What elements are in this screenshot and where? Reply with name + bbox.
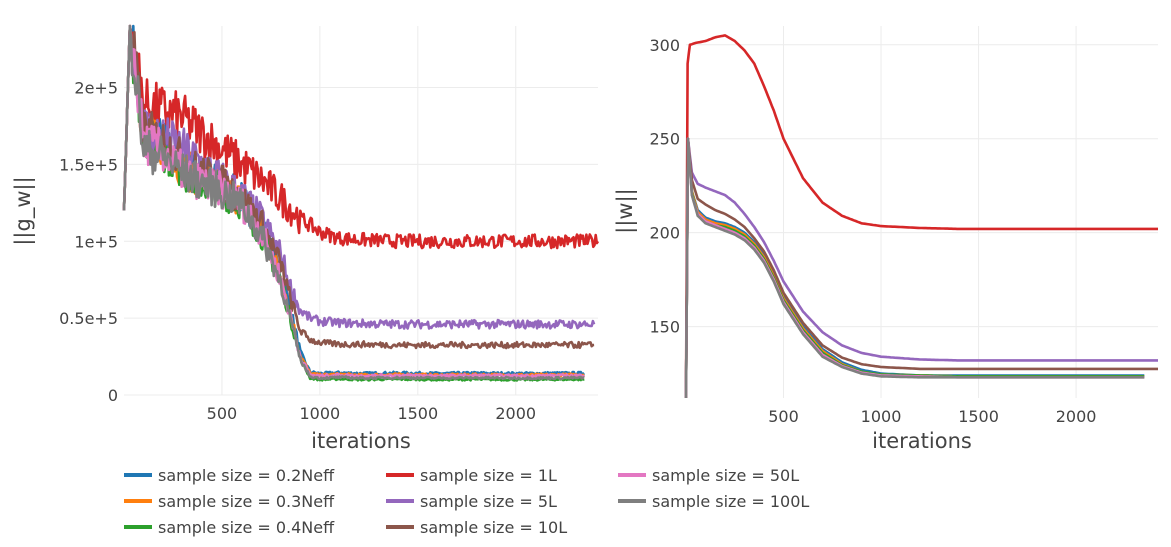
legend-item: sample size = 10L — [386, 518, 567, 537]
y-tick-label: 0.5e+5 — [59, 309, 118, 328]
series-line — [684, 137, 1145, 399]
legend-item: sample size = 5L — [386, 492, 557, 511]
series-line — [122, 24, 585, 381]
legend: sample size = 0.2Neff sample size = 1L sam… — [124, 466, 809, 537]
legend-label: sample size = 100L — [652, 492, 809, 511]
y-tick-label: 1.5e+5 — [59, 155, 118, 174]
series-line — [122, 24, 595, 350]
x-tick-label: 500 — [207, 404, 238, 423]
x-tick-label: 2000 — [495, 404, 536, 423]
left-plot-gradient-norm: 500 1000 1500 2000 0 0.5e+5 1e+5 1.5e+5 2e+5 iter… — [11, 24, 600, 453]
legend-item: sample size = 100L — [618, 492, 809, 511]
y-tick-label: 150 — [649, 318, 680, 337]
right-plot-weight-norm: 500 1000 1500 2000 150 200 250 300 iterations ||w… — [613, 26, 1158, 453]
legend-item: sample size = 0.4Neff — [124, 518, 335, 537]
legend-item: sample size = 0.2Neff — [124, 466, 335, 485]
series-line — [684, 34, 1158, 399]
y-axis-title: ||g_w|| — [11, 176, 36, 245]
legend-label: sample size = 0.3Neff — [158, 492, 335, 511]
legend-item: sample size = 0.3Neff — [124, 492, 335, 511]
legend-label: sample size = 50L — [652, 466, 799, 485]
series-line — [684, 137, 1158, 399]
y-tick-label: 250 — [649, 130, 680, 149]
y-tick-label: 0 — [108, 386, 118, 405]
legend-label: sample size = 1L — [420, 466, 557, 485]
x-tick-label: 500 — [768, 407, 799, 426]
legend-label: sample size = 5L — [420, 492, 557, 511]
x-tick-label: 1500 — [958, 407, 999, 426]
y-axis-title: ||w|| — [613, 188, 638, 233]
y-tick-label: 1e+5 — [74, 232, 118, 251]
legend-item: sample size = 50L — [618, 466, 799, 485]
series-line — [684, 137, 1158, 399]
legend-item: sample size = 1L — [386, 466, 557, 485]
x-tick-label: 1500 — [397, 404, 438, 423]
legend-label: sample size = 10L — [420, 518, 567, 537]
y-tick-label: 200 — [649, 224, 680, 243]
legend-label: sample size = 0.4Neff — [158, 518, 335, 537]
x-axis-title: iterations — [311, 429, 411, 453]
legend-label: sample size = 0.2Neff — [158, 466, 335, 485]
x-axis-title: iterations — [872, 429, 972, 453]
y-tick-label: 300 — [649, 36, 680, 55]
x-tick-label: 1000 — [300, 404, 341, 423]
x-tick-label: 2000 — [1056, 407, 1097, 426]
y-tick-label: 2e+5 — [74, 79, 118, 98]
series-line — [122, 24, 600, 250]
x-tick-label: 1000 — [861, 407, 902, 426]
